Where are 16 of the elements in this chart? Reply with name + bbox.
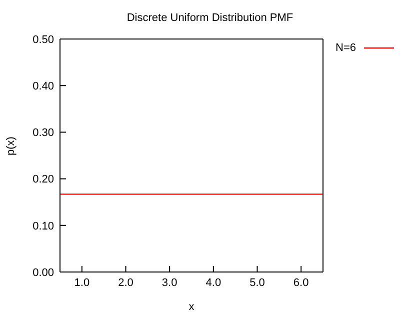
x-tick-label: 2.0 [118, 276, 134, 289]
y-tick-label: 0.10 [32, 220, 54, 232]
y-tick-label: 0.30 [32, 127, 54, 140]
y-tick-label: 0.50 [32, 34, 54, 46]
x-tick-label: 4.0 [206, 276, 222, 289]
x-tick-label: 1.0 [74, 276, 90, 289]
y-tick-label: 0.00 [32, 266, 54, 279]
x-tick-label: 6.0 [293, 276, 309, 289]
y-axis-title: p(x) [4, 136, 17, 156]
legend-label: N=6 [336, 42, 356, 54]
chart-title: Discrete Uniform Distribution PMF [126, 11, 294, 26]
y-tick-label: 0.20 [32, 174, 54, 186]
x-tick-label: 3.0 [162, 276, 178, 289]
x-axis-title: x [188, 301, 195, 313]
y-tick-label: 0.40 [32, 80, 54, 93]
x-tick-label: 5.0 [250, 276, 265, 289]
